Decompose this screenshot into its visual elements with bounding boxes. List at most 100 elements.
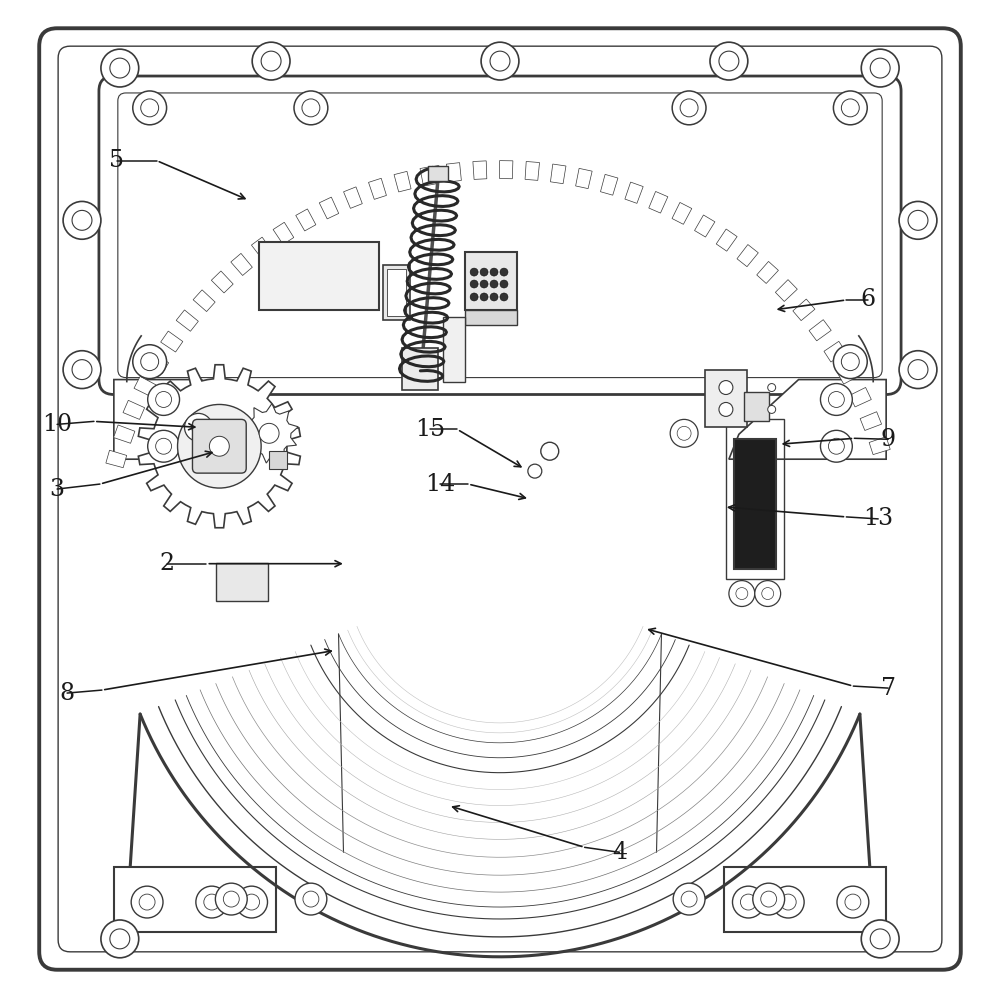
Polygon shape [500, 161, 513, 179]
Text: 6: 6 [861, 288, 876, 311]
Circle shape [870, 58, 890, 78]
Circle shape [101, 920, 139, 958]
Polygon shape [649, 192, 668, 214]
Circle shape [736, 588, 748, 600]
Circle shape [833, 344, 867, 378]
Circle shape [204, 894, 220, 910]
Polygon shape [724, 867, 886, 932]
Polygon shape [193, 289, 215, 311]
Circle shape [141, 99, 159, 117]
Circle shape [753, 883, 785, 915]
Polygon shape [824, 341, 846, 362]
Text: 8: 8 [60, 682, 75, 705]
Circle shape [899, 350, 937, 388]
Circle shape [148, 430, 180, 462]
Circle shape [837, 886, 869, 918]
Circle shape [139, 894, 155, 910]
Polygon shape [251, 238, 273, 259]
Polygon shape [138, 364, 300, 528]
Polygon shape [369, 179, 386, 200]
Polygon shape [211, 271, 233, 293]
Polygon shape [869, 437, 890, 455]
Circle shape [500, 268, 508, 276]
Text: 4: 4 [612, 840, 627, 864]
Polygon shape [695, 215, 715, 238]
Circle shape [841, 99, 859, 117]
Text: 3: 3 [50, 478, 65, 501]
FancyBboxPatch shape [39, 28, 961, 970]
Circle shape [63, 350, 101, 388]
Text: 13: 13 [863, 507, 893, 530]
Circle shape [768, 405, 776, 413]
Circle shape [133, 344, 167, 378]
Circle shape [672, 91, 706, 125]
Circle shape [185, 413, 212, 441]
Circle shape [209, 436, 229, 456]
Polygon shape [176, 310, 198, 331]
Polygon shape [860, 412, 882, 430]
Circle shape [528, 464, 542, 478]
Polygon shape [273, 223, 294, 245]
Circle shape [772, 886, 804, 918]
Polygon shape [161, 331, 183, 352]
FancyBboxPatch shape [99, 76, 901, 394]
Circle shape [845, 894, 861, 910]
Polygon shape [625, 182, 643, 204]
Polygon shape [114, 425, 135, 443]
Bar [705, 369, 747, 427]
Circle shape [470, 293, 478, 301]
Polygon shape [550, 164, 566, 184]
Circle shape [156, 438, 172, 454]
Circle shape [480, 268, 488, 276]
Circle shape [755, 581, 781, 607]
Polygon shape [114, 379, 271, 459]
Circle shape [768, 383, 776, 391]
Polygon shape [296, 209, 316, 231]
Circle shape [303, 891, 319, 907]
Bar [726, 419, 784, 579]
Polygon shape [420, 166, 436, 186]
Bar [402, 347, 438, 389]
Polygon shape [446, 163, 461, 182]
Polygon shape [240, 403, 298, 463]
Circle shape [63, 202, 101, 240]
Text: 15: 15 [415, 418, 445, 441]
Circle shape [480, 280, 488, 288]
Circle shape [861, 920, 899, 958]
Circle shape [295, 883, 327, 915]
Polygon shape [319, 198, 339, 219]
Circle shape [302, 99, 320, 117]
Circle shape [908, 359, 928, 379]
Circle shape [101, 49, 139, 87]
Bar [744, 391, 769, 421]
Circle shape [899, 202, 937, 240]
Circle shape [490, 268, 498, 276]
Circle shape [719, 380, 733, 394]
Polygon shape [729, 379, 886, 459]
Circle shape [259, 423, 279, 443]
Bar [443, 317, 465, 381]
Circle shape [110, 929, 130, 949]
Circle shape [72, 359, 92, 379]
Circle shape [500, 293, 508, 301]
Circle shape [236, 886, 268, 918]
Circle shape [244, 894, 260, 910]
Circle shape [820, 430, 852, 462]
Circle shape [833, 91, 867, 125]
Circle shape [141, 352, 159, 370]
Circle shape [761, 891, 777, 907]
Circle shape [677, 426, 691, 440]
FancyBboxPatch shape [192, 419, 246, 473]
Circle shape [828, 438, 844, 454]
Circle shape [490, 293, 498, 301]
Circle shape [178, 404, 261, 488]
Polygon shape [344, 187, 362, 209]
Polygon shape [737, 245, 758, 266]
Polygon shape [775, 279, 797, 301]
Circle shape [719, 51, 739, 71]
Polygon shape [576, 169, 592, 189]
Bar [734, 439, 776, 569]
Polygon shape [231, 253, 252, 275]
Circle shape [500, 280, 508, 288]
Text: 2: 2 [159, 552, 174, 575]
